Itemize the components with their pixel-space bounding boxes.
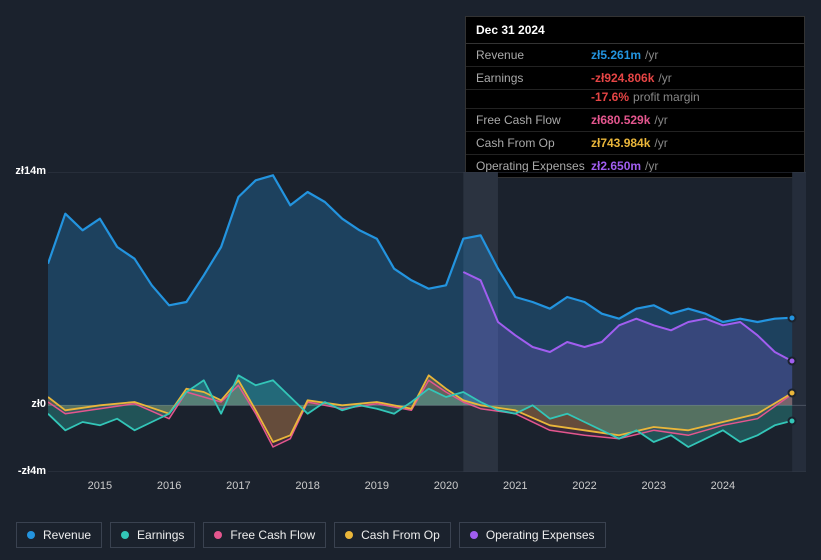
legend-label: Revenue <box>43 528 91 542</box>
tooltip-row-label: Cash From Op <box>476 136 591 150</box>
tooltip-row-unit: /yr <box>654 113 667 127</box>
tooltip-row: Free Cash Flowzł680.529k/yr <box>466 109 804 132</box>
legend-dot-icon <box>214 531 222 539</box>
tooltip-row-value: zł743.984k <box>591 136 650 150</box>
tooltip-row: -17.6% profit margin <box>466 90 804 109</box>
legend-dot-icon <box>345 531 353 539</box>
tooltip-row-unit: /yr <box>645 48 658 62</box>
legend-item[interactable]: Free Cash Flow <box>203 522 326 548</box>
legend-dot-icon <box>470 531 478 539</box>
tooltip-row-value: -zł924.806k <box>591 71 654 85</box>
legend-item[interactable]: Operating Expenses <box>459 522 606 548</box>
x-axis-label: 2024 <box>711 480 735 492</box>
series-end-marker <box>788 416 797 425</box>
legend-label: Free Cash Flow <box>230 528 315 542</box>
financials-chart[interactable]: zł14m zł0 -zł4m 2015 2016 2017 2018 2019 2020 20… <box>16 160 806 500</box>
x-axis-label: 2023 <box>641 480 665 492</box>
tooltip-row-value: -17.6% <box>591 90 629 104</box>
legend-item[interactable]: Earnings <box>110 522 195 548</box>
legend-dot-icon <box>121 531 129 539</box>
tooltip-row-value: zł680.529k <box>591 113 650 127</box>
tooltip-row-unit: profit margin <box>633 90 700 104</box>
series-end-marker <box>788 313 797 322</box>
y-axis-label: zł14m <box>15 165 46 177</box>
legend-dot-icon <box>27 531 35 539</box>
tooltip-row: Cash From Opzł743.984k/yr <box>466 132 804 155</box>
tooltip-row-label: Revenue <box>476 48 591 62</box>
data-tooltip: Dec 31 2024 Revenuezł5.261m/yrEarnings-z… <box>465 16 805 178</box>
y-axis-label: zł0 <box>31 398 46 410</box>
tooltip-row: Earnings-zł924.806k/yr <box>466 67 804 90</box>
x-axis-label: 2016 <box>157 480 181 492</box>
tooltip-row-unit: /yr <box>654 136 667 150</box>
legend-label: Earnings <box>137 528 184 542</box>
series-end-marker <box>788 388 797 397</box>
tooltip-row-label: Free Cash Flow <box>476 113 591 127</box>
x-axis-label: 2015 <box>88 480 112 492</box>
chart-legend: Revenue Earnings Free Cash Flow Cash From O… <box>16 522 606 548</box>
legend-item[interactable]: Revenue <box>16 522 102 548</box>
tooltip-row: Revenuezł5.261m/yr <box>466 44 804 67</box>
legend-label: Cash From Op <box>361 528 440 542</box>
x-axis-label: 2017 <box>226 480 250 492</box>
tooltip-row-unit: /yr <box>658 71 671 85</box>
tooltip-row-label: Earnings <box>476 71 591 85</box>
legend-item[interactable]: Cash From Op <box>334 522 451 548</box>
legend-label: Operating Expenses <box>486 528 595 542</box>
x-axis-label: 2022 <box>572 480 596 492</box>
x-axis-label: 2021 <box>503 480 527 492</box>
x-axis-label: 2018 <box>295 480 319 492</box>
tooltip-row-value: zł5.261m <box>591 48 641 62</box>
x-axis-label: 2020 <box>434 480 458 492</box>
x-axis-label: 2019 <box>365 480 389 492</box>
series-end-marker <box>788 357 797 366</box>
chart-plot-area <box>48 172 806 472</box>
tooltip-date: Dec 31 2024 <box>466 17 804 44</box>
y-axis-label: -zł4m <box>18 465 46 477</box>
